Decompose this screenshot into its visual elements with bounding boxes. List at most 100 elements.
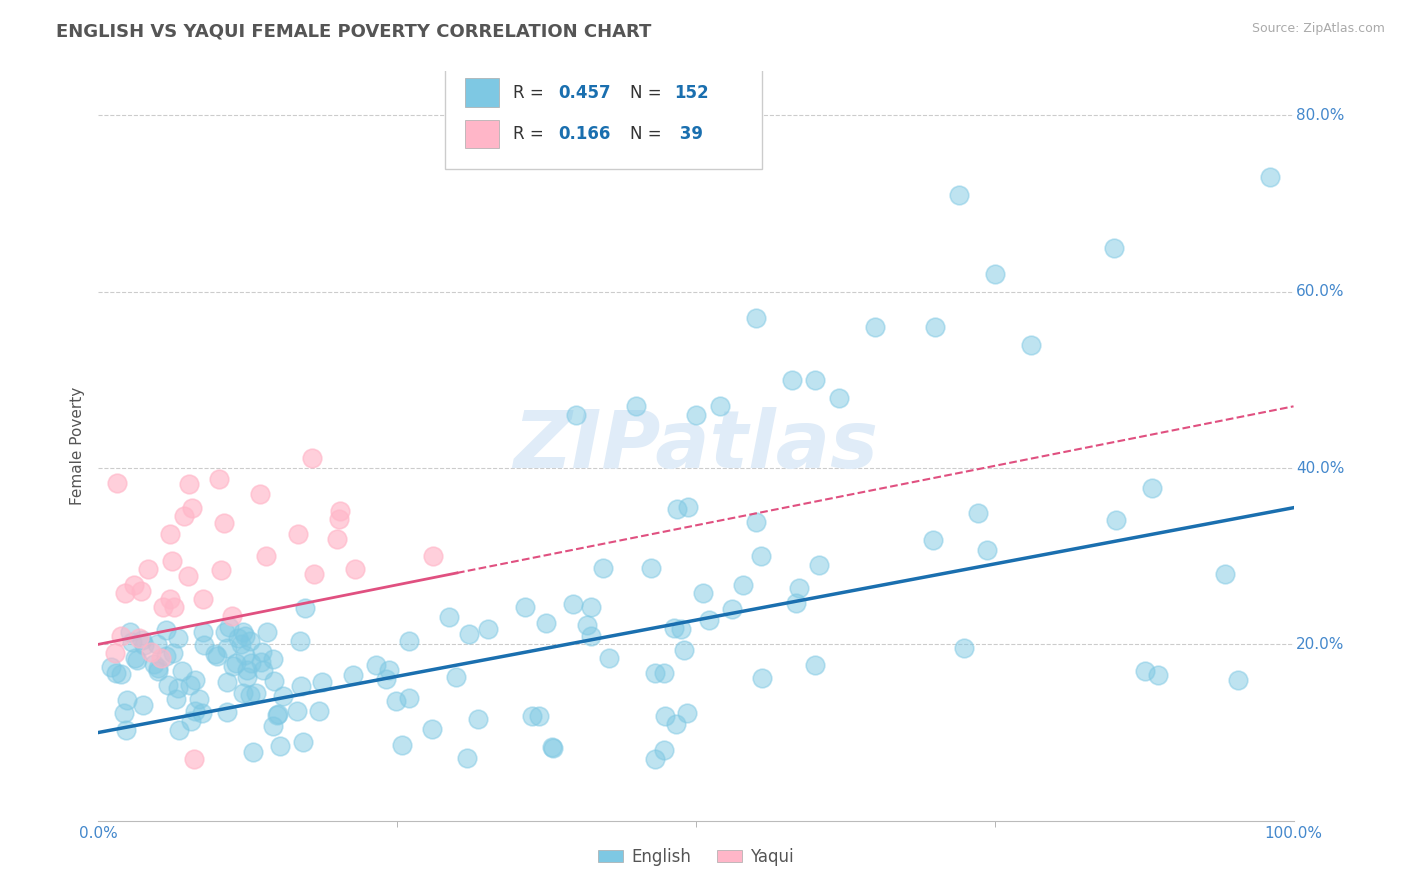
Point [191, 591, 214, 606]
Text: N =: N = [630, 125, 666, 143]
Point [709, 400, 731, 414]
Point [1133, 665, 1156, 679]
Point [155, 623, 177, 637]
Point [233, 648, 256, 662]
Text: 0.166: 0.166 [558, 125, 612, 143]
Point [529, 709, 551, 723]
Point [240, 657, 263, 671]
Point [654, 742, 676, 756]
Point [180, 714, 202, 729]
Point [204, 647, 226, 661]
Point [163, 599, 186, 614]
Point [422, 549, 444, 564]
Point [167, 681, 190, 695]
Point [148, 665, 170, 679]
Point [110, 630, 132, 644]
Point [155, 648, 177, 663]
Point [520, 709, 543, 723]
Text: ENGLISH VS YAQUI FEMALE POVERTY CORRELATION CHART: ENGLISH VS YAQUI FEMALE POVERTY CORRELAT… [56, 22, 651, 40]
Point [592, 560, 614, 574]
Point [301, 451, 323, 466]
Text: 60.0%: 60.0% [1296, 285, 1344, 299]
Point [676, 500, 699, 515]
Point [1104, 241, 1126, 255]
Point [654, 665, 676, 680]
Point [114, 586, 136, 600]
Point [328, 512, 350, 526]
Point [181, 501, 204, 516]
Point [1227, 673, 1250, 688]
Point [675, 706, 697, 721]
Point [159, 592, 181, 607]
Point [803, 658, 825, 673]
Point [239, 688, 262, 702]
Point [250, 645, 273, 659]
Point [156, 678, 179, 692]
Point [828, 391, 851, 405]
Point [294, 600, 316, 615]
Point [162, 647, 184, 661]
FancyBboxPatch shape [446, 68, 762, 169]
Point [100, 659, 122, 673]
Point [598, 651, 620, 665]
Point [149, 650, 172, 665]
Point [457, 627, 479, 641]
Point [477, 622, 499, 636]
Text: R =: R = [513, 125, 550, 143]
Point [644, 752, 666, 766]
Point [749, 549, 772, 564]
Point [217, 675, 239, 690]
Point [138, 562, 160, 576]
Point [143, 657, 166, 671]
Point [576, 618, 599, 632]
Point [437, 610, 460, 624]
Point [513, 599, 536, 614]
Point [193, 638, 215, 652]
Point [269, 739, 291, 753]
Point [148, 661, 170, 675]
Point [662, 621, 685, 635]
Point [745, 311, 768, 326]
Point [128, 632, 150, 646]
Point [177, 569, 200, 583]
Point [665, 717, 688, 731]
Point [266, 707, 288, 722]
Point [214, 624, 236, 639]
Text: N =: N = [630, 84, 666, 102]
Point [398, 634, 420, 648]
Point [733, 578, 755, 592]
Point [456, 751, 478, 765]
Point [967, 506, 990, 520]
Point [191, 624, 214, 639]
Point [221, 659, 243, 673]
Point [139, 645, 162, 659]
Point [159, 526, 181, 541]
Point [209, 563, 232, 577]
Point [948, 187, 970, 202]
Point [191, 706, 214, 720]
Point [326, 532, 349, 546]
Point [953, 640, 976, 655]
Point [344, 562, 367, 576]
Point [366, 657, 388, 672]
Point [249, 487, 271, 501]
Point [226, 631, 249, 645]
Point [110, 667, 132, 681]
Point [105, 475, 128, 490]
Point [212, 516, 235, 530]
Point [215, 705, 238, 719]
Legend: English, Yaqui: English, Yaqui [592, 841, 800, 872]
Point [984, 267, 1007, 281]
Point [391, 738, 413, 752]
Point [132, 639, 155, 653]
Point [342, 668, 364, 682]
Point [751, 671, 773, 685]
Point [239, 633, 262, 648]
Point [378, 663, 401, 677]
Point [292, 735, 315, 749]
Point [579, 600, 602, 615]
Point [217, 640, 239, 655]
Point [785, 596, 807, 610]
Point [104, 647, 127, 661]
Point [124, 577, 146, 591]
